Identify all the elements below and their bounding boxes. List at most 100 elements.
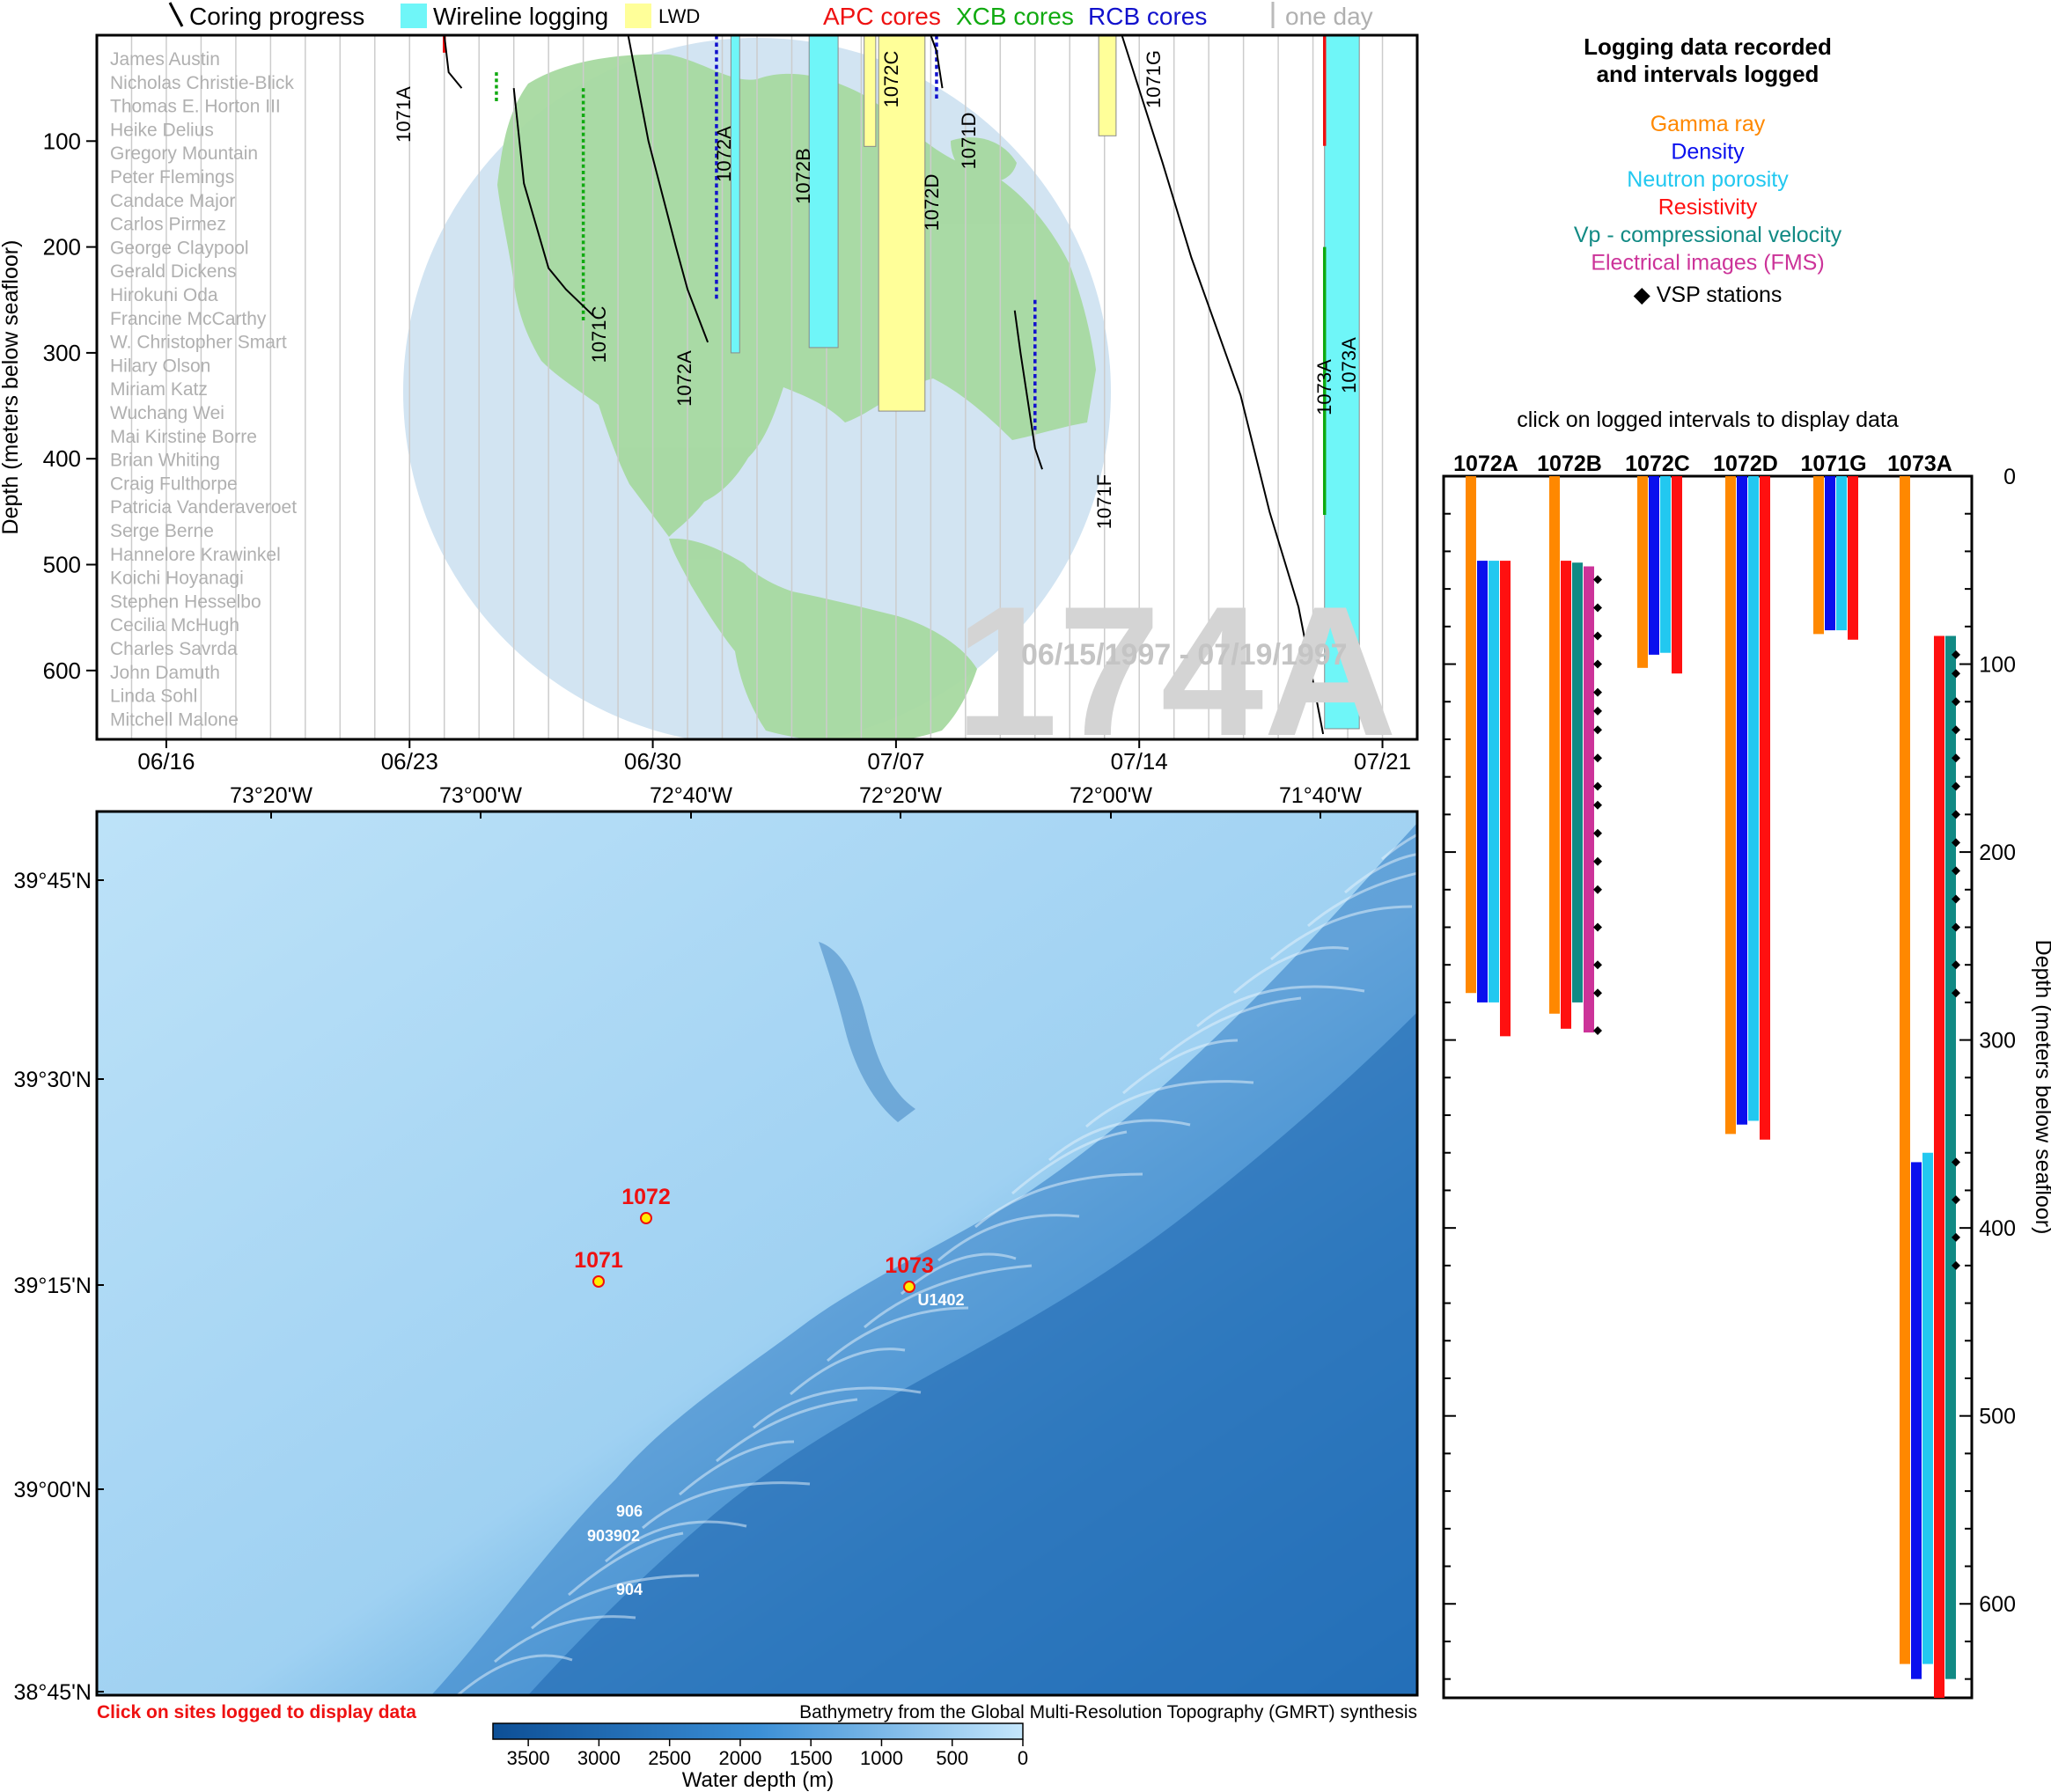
- log-bar-1071G[interactable]: [1848, 476, 1858, 640]
- lat-label: 39°00'N: [14, 1478, 92, 1502]
- vsp-marker: [1952, 1195, 1960, 1205]
- log-bar-1072D[interactable]: [1760, 476, 1770, 1140]
- ridge: [1381, 833, 1417, 861]
- hole-label: 1072C: [880, 50, 902, 107]
- ridge: [974, 1172, 1143, 1229]
- log-bar-1072B[interactable]: [1561, 561, 1571, 1029]
- expedition-watermark: 174A: [955, 568, 1397, 775]
- ridge: [642, 1481, 811, 1530]
- log-hole-header: 1072B: [1537, 452, 1602, 476]
- core-markers: [442, 35, 1327, 515]
- log-bar-1073A[interactable]: [1911, 1162, 1922, 1679]
- log-bar-1071G[interactable]: [1813, 476, 1824, 635]
- participant-name: Patricia Vanderaveroet: [110, 497, 297, 518]
- site-1073-marker[interactable]: [903, 1281, 915, 1293]
- lat-label: 39°45'N: [14, 869, 92, 893]
- interval-1072C[interactable]: [864, 35, 877, 147]
- day-gridlines: [97, 35, 1417, 739]
- participant-name: Serge Berne: [110, 521, 214, 541]
- timeline-y-axis-title: Depth (meters below seafloor): [0, 240, 23, 535]
- coring-line-1071A: [443, 35, 463, 89]
- log-bar-1071G[interactable]: [1825, 476, 1835, 631]
- vsp-marker: [1952, 1260, 1960, 1270]
- log-bar-1072B[interactable]: [1572, 562, 1583, 1002]
- legend-lwd-label: LWD: [658, 5, 700, 27]
- timeline-y-tick: 500: [43, 552, 81, 578]
- vsp-marker: [1593, 725, 1602, 735]
- lat-label: 39°15'N: [14, 1274, 92, 1298]
- vsp-marker: [1952, 753, 1960, 763]
- log-bar-1072D[interactable]: [1725, 476, 1736, 1135]
- vsp-marker: [1593, 885, 1602, 894]
- interval-1072D[interactable]: [878, 35, 926, 412]
- expedition-daterange: 06/15/1997 - 07/19/1997: [1021, 638, 1348, 672]
- log-interval-bars[interactable]: [1466, 476, 1956, 1698]
- ridge: [1011, 1130, 1128, 1195]
- participant-name: Gregory Mountain: [110, 143, 258, 164]
- site-markers[interactable]: 1072 1071 1073 U1402 906 903902 904: [574, 1185, 964, 1598]
- vsp-marker: [1593, 988, 1602, 998]
- vsp-marker: [1593, 782, 1602, 791]
- interval-1072A[interactable]: [730, 35, 740, 354]
- vsp-marker: [1593, 603, 1602, 613]
- log-type-label: Electrical images (FMS): [1591, 251, 1824, 275]
- log-bar-1072A[interactable]: [1477, 561, 1488, 1002]
- hole-label: 1072A: [713, 126, 735, 182]
- participant-name: Heike Delius: [110, 120, 214, 140]
- vsp-marker: [1952, 894, 1960, 904]
- log-bar-1072C[interactable]: [1672, 476, 1682, 674]
- log-bar-1072C[interactable]: [1637, 476, 1648, 668]
- site-1071-label[interactable]: 1071: [574, 1248, 623, 1273]
- top-legend: Coring progress Wireline logging LWD APC…: [168, 2, 1373, 30]
- hole-label: 1073A: [1313, 359, 1335, 415]
- log-bar-1072A[interactable]: [1489, 561, 1499, 1002]
- timeline-y-tick: 300: [43, 340, 81, 366]
- vsp-marker: [1593, 1025, 1602, 1035]
- map-frame: [95, 810, 1419, 1697]
- participant-name: Koichi Hoyanagi: [110, 569, 244, 589]
- site-1071-marker[interactable]: [592, 1275, 605, 1288]
- log-bar-1072D[interactable]: [1737, 476, 1747, 1125]
- coring-timeline-chart: 174A 06/15/1997 - 07/19/1997 James Austi…: [0, 33, 1419, 775]
- log-bar-1071G[interactable]: [1836, 476, 1847, 631]
- log-bar-1072C[interactable]: [1649, 476, 1659, 655]
- log-bar-1072D[interactable]: [1748, 476, 1759, 1121]
- log-bar-1073A[interactable]: [1900, 476, 1910, 1664]
- log-bar-1072B[interactable]: [1584, 566, 1594, 1033]
- site-1073-label[interactable]: 1073: [885, 1253, 934, 1278]
- log-depth-tick: 0: [2003, 465, 2016, 489]
- vsp-marker: [1952, 960, 1960, 970]
- timeline-x-axis: 06/16 06/23 06/30 07/07 07/14 07/21: [137, 739, 1411, 775]
- log-hole-header: 1072C: [1625, 452, 1690, 476]
- log-type-label: Vp - compressional velocity: [1574, 223, 1842, 247]
- log-bar-1073A[interactable]: [1934, 635, 1944, 1698]
- ridge: [1307, 871, 1417, 928]
- logging-intervals: [730, 35, 1360, 730]
- vsp-marker: [1593, 575, 1602, 584]
- interval-1073A[interactable]: [1324, 35, 1360, 730]
- vsp-marker: [1593, 753, 1602, 763]
- log-bar-1073A[interactable]: [1922, 1152, 1933, 1664]
- interval-1071G[interactable]: [1098, 35, 1117, 136]
- ridge: [457, 1654, 573, 1695]
- vsp-marker: [1593, 687, 1602, 697]
- log-bar-1072A[interactable]: [1500, 561, 1511, 1037]
- log-bar-1073A[interactable]: [1945, 635, 1956, 1679]
- participant-name: Miriam Katz: [110, 379, 208, 400]
- interval-1072B[interactable]: [808, 35, 839, 349]
- site-1072-label[interactable]: 1072: [621, 1185, 671, 1209]
- log-hole-header: 1073A: [1887, 452, 1952, 476]
- log-bar-1072C[interactable]: [1660, 476, 1671, 653]
- participant-name: Hannelore Krawinkel: [110, 545, 281, 565]
- log-bar-1072B[interactable]: [1549, 476, 1560, 1014]
- participant-name: Craig Fulthorpe: [110, 474, 238, 494]
- log-depth-tick: 100: [1979, 653, 2016, 678]
- lon-label: 71°40'W: [1279, 783, 1362, 808]
- logging-click-note: click on logged intervals to display dat…: [1517, 408, 1899, 432]
- vsp-marker: [1593, 960, 1602, 970]
- vsp-marker: [1952, 922, 1960, 932]
- site-1072-marker[interactable]: [640, 1212, 652, 1224]
- vsp-marker: [1593, 856, 1602, 866]
- log-bar-1072A[interactable]: [1466, 476, 1476, 994]
- ridge: [1233, 946, 1349, 995]
